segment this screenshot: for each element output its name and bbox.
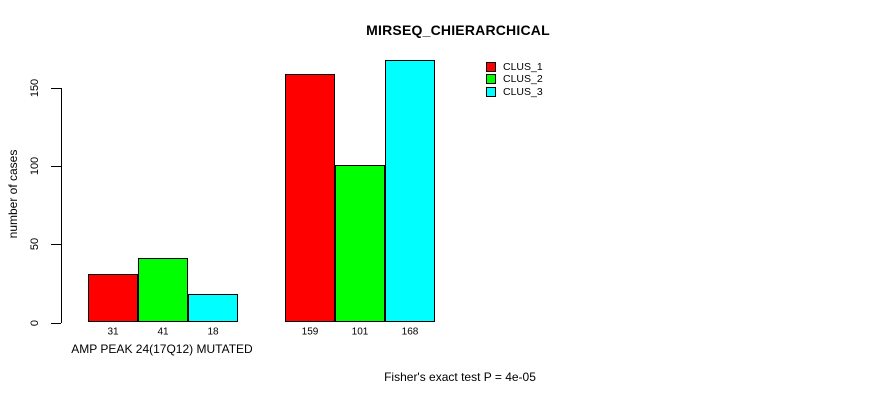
bar-clus_2-group2 (335, 164, 385, 323)
bar-clus_2-group1 (138, 258, 188, 323)
legend-item: CLUS_2 (486, 73, 543, 85)
x-group-label: AMP PEAK 24(17Q12) MUTATED (71, 342, 253, 356)
bar-value-label: 159 (301, 326, 319, 338)
chart-title: MIRSEQ_CHIERARCHICAL (366, 22, 550, 38)
bar-value-label: 101 (351, 326, 369, 338)
legend-label: CLUS_2 (503, 73, 543, 86)
legend-label: CLUS_3 (503, 85, 543, 98)
legend-swatch-icon (486, 86, 496, 97)
bar-value-label: 41 (157, 326, 169, 338)
bar-value-label: 31 (107, 326, 119, 338)
bar-clus_1-group2 (285, 73, 335, 323)
legend: CLUS_1 CLUS_2 CLUS_3 (486, 61, 543, 98)
bar-clus_1-group1 (88, 274, 138, 323)
y-axis (61, 88, 62, 323)
y-tick (51, 166, 61, 168)
y-axis-label: number of cases (6, 149, 20, 239)
y-tick (51, 244, 61, 246)
y-tick (51, 322, 61, 324)
bar-clus_3-group1 (188, 294, 238, 323)
legend-label: CLUS_1 (503, 61, 543, 73)
legend-swatch-icon (486, 62, 496, 72)
y-tick-label: 0 (29, 319, 41, 326)
legend-swatch-icon (486, 74, 496, 85)
y-tick (51, 88, 61, 89)
y-tick-label: 50 (29, 238, 41, 251)
legend-item: CLUS_1 (486, 61, 543, 73)
footnote: Fisher's exact test P = 4e-05 (384, 370, 536, 384)
bar-clus_3-group2 (385, 59, 435, 323)
y-tick-label: 100 (29, 156, 41, 176)
y-tick-label: 150 (29, 78, 41, 98)
bar-value-label: 168 (401, 326, 419, 338)
bar-value-label: 18 (207, 326, 219, 338)
legend-item: CLUS_3 (486, 86, 543, 98)
